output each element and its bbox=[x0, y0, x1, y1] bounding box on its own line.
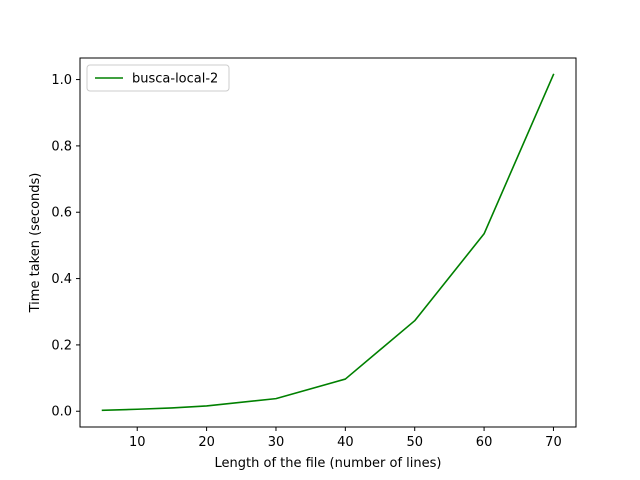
y-tick-label: 0.0 bbox=[51, 405, 72, 420]
y-axis-label: Time taken (seconds) bbox=[28, 173, 43, 314]
x-tick-label: 10 bbox=[129, 435, 146, 450]
legend: busca-local-2 bbox=[86, 64, 230, 92]
legend-box bbox=[86, 64, 230, 92]
x-tick-label: 30 bbox=[268, 435, 285, 450]
x-tick-label: 20 bbox=[198, 435, 215, 450]
axes-frame bbox=[79, 57, 577, 428]
x-axis-label: Length of the file (number of lines) bbox=[215, 456, 442, 471]
y-axis: 0.0 0.2 0.4 0.6 0.8 1.0 bbox=[51, 73, 80, 420]
legend-entry-label: busca-local-2 bbox=[132, 72, 218, 87]
y-tick-label: 0.2 bbox=[51, 338, 72, 353]
x-tick-label: 70 bbox=[545, 435, 562, 450]
y-tick-label: 0.6 bbox=[51, 206, 72, 221]
x-tick-label: 60 bbox=[476, 435, 493, 450]
x-tick-label: 40 bbox=[337, 435, 354, 450]
y-tick-label: 1.0 bbox=[51, 73, 72, 88]
x-axis: 10 20 30 40 50 60 70 bbox=[129, 427, 562, 450]
series-layer bbox=[101, 73, 555, 412]
y-tick-label: 0.8 bbox=[51, 139, 72, 154]
x-tick-label: 50 bbox=[406, 435, 423, 450]
series-line-busca-local-2 bbox=[101, 73, 555, 412]
y-tick-label: 0.4 bbox=[51, 272, 72, 287]
